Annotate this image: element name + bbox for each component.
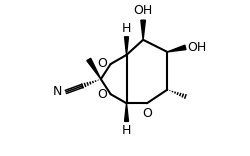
Polygon shape <box>124 37 128 55</box>
Text: N: N <box>53 85 62 98</box>
Polygon shape <box>141 20 146 40</box>
Text: OH: OH <box>134 4 153 17</box>
Polygon shape <box>87 58 101 79</box>
Text: OH: OH <box>188 41 207 54</box>
Text: O: O <box>98 57 107 70</box>
Text: O: O <box>98 88 107 101</box>
Polygon shape <box>124 103 128 121</box>
Polygon shape <box>167 45 186 52</box>
Text: O: O <box>143 107 152 120</box>
Text: H: H <box>122 124 131 137</box>
Text: H: H <box>122 22 131 34</box>
